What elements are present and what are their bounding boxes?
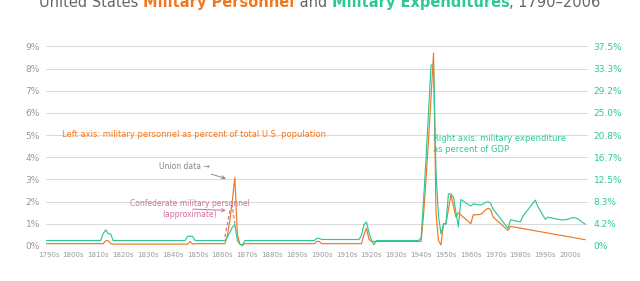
Text: , 1790–2006: , 1790–2006 xyxy=(509,0,600,10)
Text: Left axis: military personnel as percent of total U.S. population: Left axis: military personnel as percent… xyxy=(62,130,326,139)
Text: Union data →: Union data → xyxy=(159,162,225,179)
Text: Military Expenditures: Military Expenditures xyxy=(332,0,509,10)
Text: United States: United States xyxy=(40,0,143,10)
Text: Military Personnel: Military Personnel xyxy=(143,0,294,10)
Text: Confederate military personnel
(approximate): Confederate military personnel (approxim… xyxy=(130,199,250,219)
Text: and: and xyxy=(294,0,332,10)
Text: Right axis: military expenditure
as percent of GDP: Right axis: military expenditure as perc… xyxy=(433,134,566,153)
